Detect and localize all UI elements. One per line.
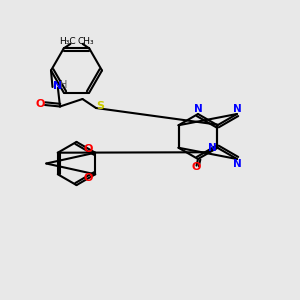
Text: CH₃: CH₃	[77, 37, 94, 46]
Text: N: N	[232, 103, 241, 114]
Text: O: O	[192, 161, 201, 172]
Text: N: N	[232, 159, 241, 170]
Text: O: O	[83, 173, 92, 183]
Text: N: N	[208, 143, 217, 153]
Text: H₃C: H₃C	[59, 37, 76, 46]
Text: N: N	[53, 81, 62, 91]
Text: N: N	[194, 103, 202, 114]
Text: O: O	[83, 144, 92, 154]
Text: O: O	[35, 99, 45, 109]
Text: H: H	[60, 80, 68, 91]
Text: S: S	[96, 101, 104, 111]
